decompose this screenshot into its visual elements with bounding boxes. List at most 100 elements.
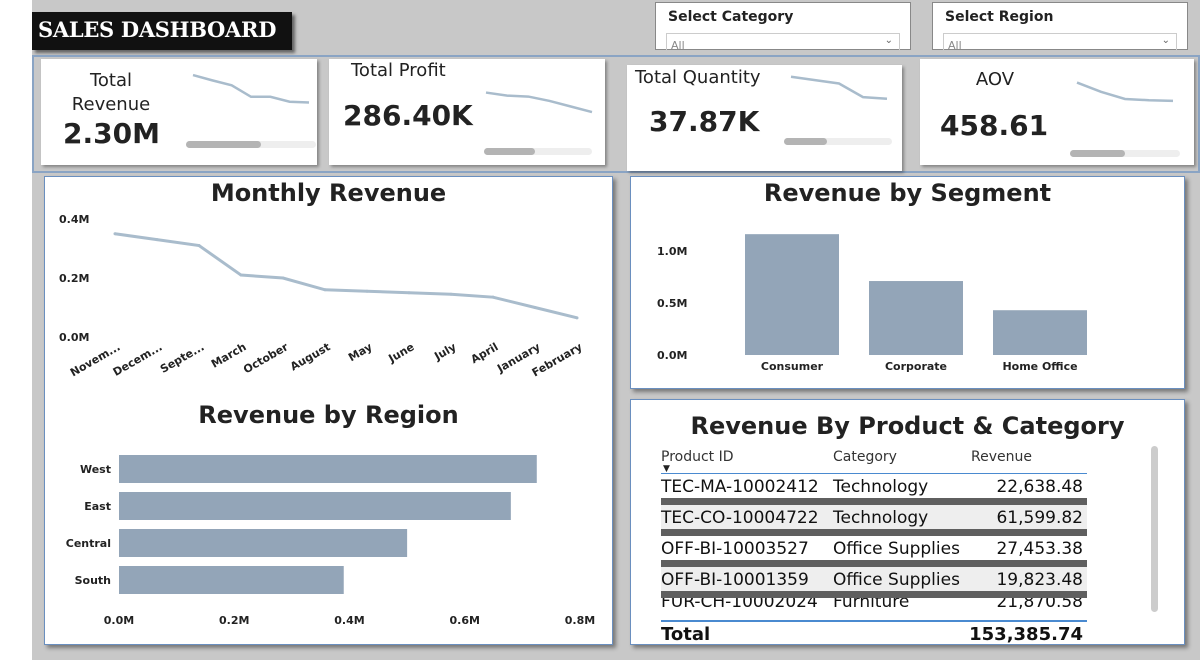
table-row[interactable]: TEC-MA-10002412 Technology 22,638.48 [661,474,1087,505]
monthly-revenue-point[interactable] [575,316,579,320]
kpi-card-total-quantity[interactable]: Total Quantity 37.87K [627,65,902,171]
region-label: South [75,574,111,587]
sparkline-path [790,75,888,101]
kpi-trend-sparkline [485,91,593,114]
kpi-progress-fill [186,141,262,148]
kpi-trend-sparkline [192,73,310,104]
cell-product-id: FUR-CH-10002024 [661,598,818,612]
y-tick-label: 0.4M [59,213,89,226]
category-slicer[interactable]: Select Category All ⌄ [655,2,911,52]
monthly-revenue-point[interactable] [281,276,285,280]
sort-descending-icon[interactable]: ▼ [663,464,670,474]
x-tick-label: 0.6M [450,614,480,627]
region-bar[interactable] [119,529,408,557]
x-tick-label: 0.0M [104,614,134,627]
chevron-down-icon[interactable]: ⌄ [884,35,893,46]
revenue-by-product-title: Revenue By Product & Category [690,412,1125,440]
y-tick-label: 0.5M [657,297,687,310]
monthly-revenue-line[interactable] [114,232,578,320]
y-tick-label: 1.0M [657,245,687,258]
kpi-progress-track [484,148,592,155]
kpi-card-total-revenue[interactable]: Total Revenue 2.30M [41,59,317,165]
col-header-product-id[interactable]: Product ID [661,449,734,465]
monthly-revenue-point[interactable] [533,306,537,309]
monthly-revenue-point[interactable] [323,288,327,292]
table-header: Product ID Category Revenue ▼ [661,446,1087,474]
kpi-trend-sparkline [1076,81,1174,103]
cell-product-id: OFF-BI-10003527 [661,539,809,559]
monthly-revenue-title: Monthly Revenue [210,179,447,207]
segment-chart-panel: Revenue by Segment 0.0M 0.5M 1.0M Consumer C… [630,176,1185,389]
segment-bar[interactable] [745,234,839,355]
monthly-revenue-point[interactable] [155,238,159,242]
dashboard-title-banner: SALES DASHBOARD [32,12,292,50]
region-label: Central [66,537,111,550]
table-row-partial[interactable]: FUR-CH-10002024 Furniture 21,870.58 [661,598,1087,622]
total-label: Total [661,624,711,645]
y-tick-label: 0.0M [59,331,89,344]
region-slicer[interactable]: Select Region All ⌄ [932,2,1188,52]
table-scrollbar[interactable] [1151,446,1158,612]
kpi-trend-sparkline [790,75,888,101]
sparkline-path [485,91,593,114]
left-chart-panel: Monthly Revenue 0.0M 0.2M 0.4M Novem... Dece… [44,176,613,645]
category-dropdown[interactable]: All ⌄ [666,33,900,52]
kpi-progress-fill [784,138,828,145]
cell-product-id: OFF-BI-10001359 [661,570,809,590]
cell-product-id: TEC-MA-10002412 [661,477,819,497]
kpi-card-aov[interactable]: AOV 458.61 [920,59,1194,165]
monthly-revenue-point[interactable] [365,289,369,293]
kpi-card-total-profit[interactable]: Total Profit 286.40K [329,59,605,165]
kpi-value: 286.40K [343,99,473,132]
revenue-by-segment-title: Revenue by Segment [763,179,1052,207]
revenue-table[interactable]: Product ID Category Revenue ▼ TEC-MA-100… [661,446,1087,648]
kpi-progress-track [784,138,892,145]
revenue-by-region-title: Revenue by Region [198,401,459,429]
table-row[interactable]: OFF-BI-10003527 Office Supplies 27,453.3… [661,536,1087,567]
cell-revenue: 19,823.48 [996,570,1083,590]
segment-bar[interactable] [993,310,1087,355]
table-row[interactable]: TEC-CO-10004722 Technology 61,599.82 [661,505,1087,536]
y-tick-label: 0.2M [59,272,89,285]
region-dropdown[interactable]: All ⌄ [943,33,1177,52]
total-value: 153,385.74 [969,624,1083,645]
col-header-revenue[interactable]: Revenue [971,449,1032,465]
cell-revenue: 27,453.38 [996,539,1083,559]
kpi-progress-fill [1070,150,1125,157]
x-tick-label: 0.2M [219,614,249,627]
region-bar[interactable] [119,492,511,520]
revenue-by-region-chart[interactable]: West East Central South 0.0M 0.2M 0.4M 0.6M 0.8M [45,177,612,644]
monthly-revenue-point[interactable] [197,244,201,248]
x-tick-label: 0.4M [334,614,364,627]
monthly-revenue-point[interactable] [407,291,411,295]
monthly-revenue-point[interactable] [491,295,495,299]
col-header-category[interactable]: Category [833,449,897,465]
cell-category: Technology [833,477,929,497]
kpi-label: Total Profit [351,60,446,81]
region-bar[interactable] [119,566,344,594]
kpi-label: AOV [975,69,1015,90]
cell-category: Office Supplies [833,539,960,559]
x-tick-label: Consumer [761,360,824,373]
category-dropdown-value: All [671,39,685,52]
dashboard-title: SALES DASHBOARD [38,17,277,42]
cell-revenue: 61,599.82 [996,508,1083,528]
table-row[interactable]: OFF-BI-10001359 Office Supplies 19,823.4… [661,567,1087,598]
region-label: East [84,500,111,513]
monthly-revenue-point[interactable] [113,232,117,236]
cell-category: Furniture [833,598,910,612]
revenue-by-segment-chart[interactable]: 0.0M 0.5M 1.0M Consumer Corporate Home Office [631,177,1184,388]
cell-category: Technology [833,508,929,528]
x-tick-label: Home Office [1002,360,1077,373]
segment-bar[interactable] [869,281,963,355]
cell-category: Office Supplies [833,570,960,590]
table-total-row: Total 153,385.74 [661,622,1087,648]
region-label: West [80,463,111,476]
y-tick-label: 0.0M [657,349,687,362]
monthly-revenue-point[interactable] [449,292,453,296]
region-bar[interactable] [119,455,537,483]
monthly-revenue-point[interactable] [239,273,243,277]
chevron-down-icon[interactable]: ⌄ [1161,35,1170,46]
sparkline-path [192,73,310,104]
